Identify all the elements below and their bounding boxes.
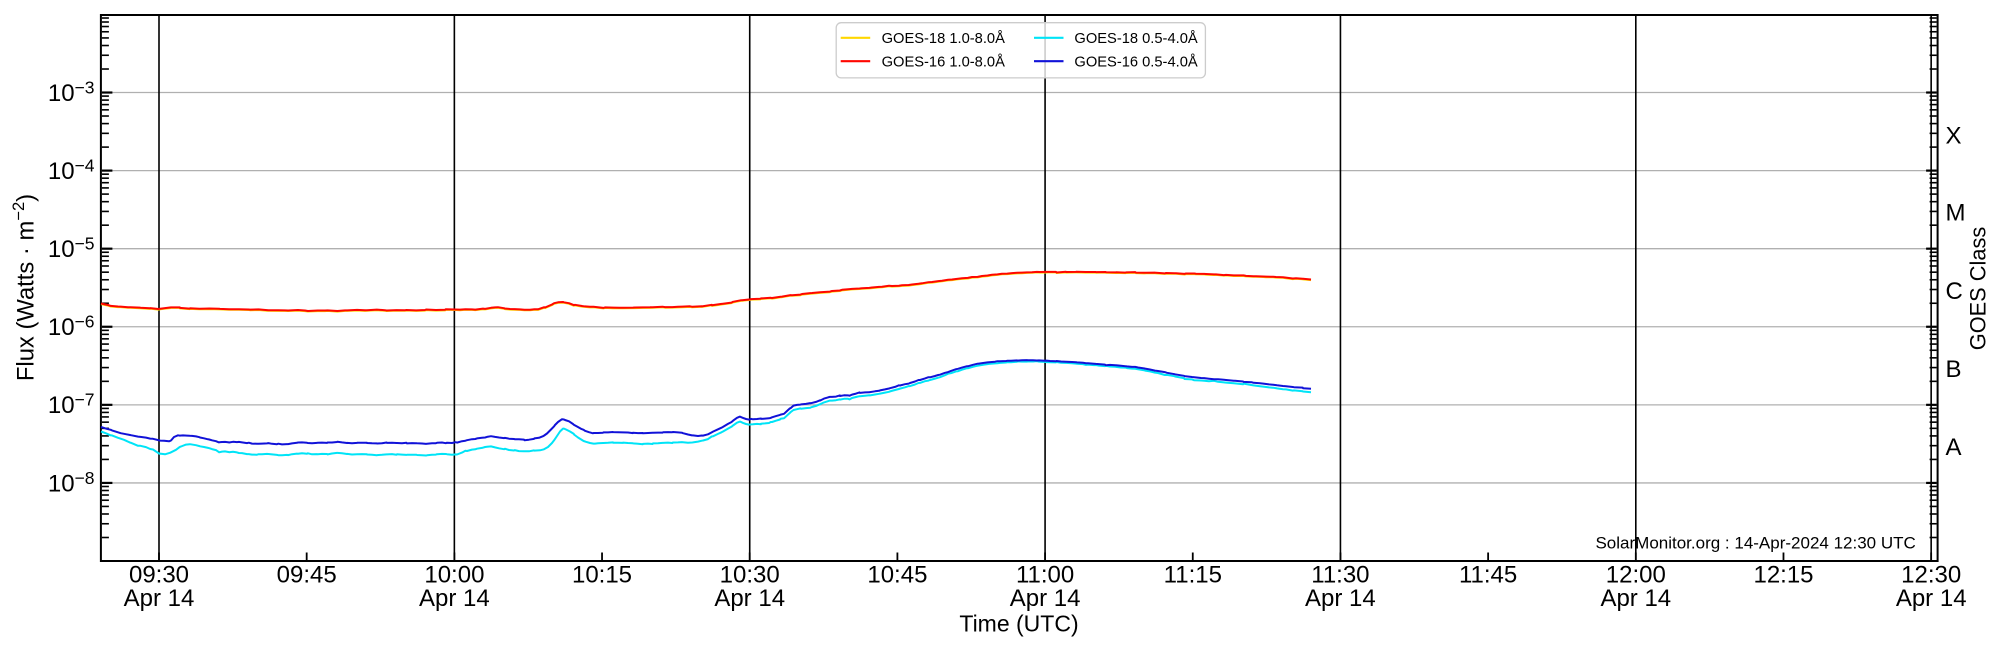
svg-text:C: C [1946,278,1963,305]
svg-text:X: X [1946,122,1962,149]
svg-text:11:15: 11:15 [1164,561,1222,588]
svg-text:11:00: 11:00 [1016,561,1074,588]
svg-text:10:30: 10:30 [720,561,780,588]
svg-text:09:45: 09:45 [277,561,337,588]
svg-text:A: A [1946,434,1962,461]
svg-text:GOES-16 0.5-4.0Å: GOES-16 0.5-4.0Å [1074,54,1197,71]
svg-text:Flux (Watts · m−2): Flux (Watts · m−2) [9,194,40,381]
svg-text:10−5: 10−5 [48,234,95,264]
svg-text:Time (UTC): Time (UTC) [959,611,1078,637]
svg-text:GOES-18 0.5-4.0Å: GOES-18 0.5-4.0Å [1074,30,1197,47]
svg-text:12:30: 12:30 [1901,561,1961,588]
svg-text:GOES-18 1.0-8.0Å: GOES-18 1.0-8.0Å [882,30,1005,47]
svg-text:10:45: 10:45 [867,561,927,588]
svg-text:Apr 14: Apr 14 [124,585,195,612]
svg-text:12:00: 12:00 [1606,561,1666,588]
svg-text:10:15: 10:15 [572,561,632,588]
svg-text:Apr 14: Apr 14 [1305,585,1376,612]
svg-text:10:00: 10:00 [424,561,484,588]
svg-text:B: B [1946,356,1962,383]
svg-text:SolarMonitor.org : 14-Apr-2024: SolarMonitor.org : 14-Apr-2024 12:30 UTC [1595,534,1915,553]
svg-text:Apr 14: Apr 14 [1600,585,1671,612]
svg-text:GOES Class: GOES Class [1966,227,1991,351]
svg-text:GOES-16 1.0-8.0Å: GOES-16 1.0-8.0Å [882,54,1005,71]
svg-text:Apr 14: Apr 14 [1896,585,1967,612]
svg-text:Apr 14: Apr 14 [1010,585,1081,612]
svg-text:Apr 14: Apr 14 [714,585,785,612]
svg-text:11:30: 11:30 [1311,561,1369,588]
svg-text:09:30: 09:30 [129,561,189,588]
svg-text:M: M [1946,200,1966,227]
svg-text:Apr 14: Apr 14 [419,585,490,612]
svg-text:12:15: 12:15 [1753,561,1813,588]
svg-text:11:45: 11:45 [1459,561,1517,588]
